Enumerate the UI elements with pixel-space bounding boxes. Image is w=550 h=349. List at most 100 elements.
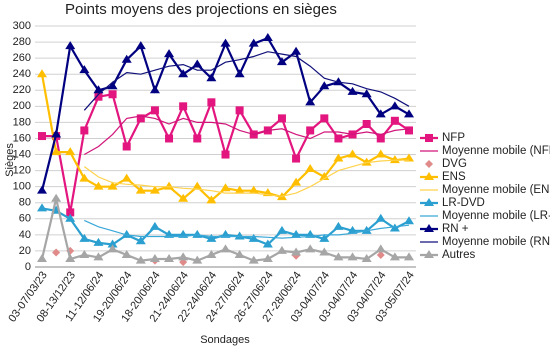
marker — [65, 147, 76, 156]
marker — [248, 255, 259, 264]
marker — [319, 172, 330, 181]
marker — [361, 253, 372, 262]
marker — [80, 126, 89, 135]
marker — [305, 97, 316, 106]
marker — [234, 231, 245, 240]
marker — [292, 154, 301, 163]
marker — [206, 73, 217, 82]
marker — [333, 252, 344, 261]
marker — [334, 134, 343, 143]
marker — [107, 244, 118, 253]
marker — [234, 69, 245, 78]
marker — [121, 249, 132, 258]
marker — [121, 54, 132, 63]
marker — [178, 69, 189, 78]
marker — [425, 134, 433, 142]
marker — [93, 252, 104, 261]
marker — [107, 239, 118, 248]
y-tick-label: 280 — [13, 36, 31, 48]
marker — [122, 142, 131, 151]
y-tick-label: 0 — [25, 261, 31, 273]
marker — [192, 181, 203, 190]
marker — [306, 126, 315, 135]
marker — [107, 181, 118, 190]
marker — [262, 239, 273, 248]
marker — [333, 153, 344, 162]
marker — [206, 233, 217, 242]
marker — [319, 233, 330, 242]
chart-title: Points moyens des projections en sièges — [65, 1, 337, 18]
y-tick-label: 20 — [19, 245, 31, 257]
y-tick-label: 260 — [13, 52, 31, 64]
marker — [404, 109, 414, 118]
marker — [424, 224, 434, 232]
marker — [424, 250, 434, 258]
marker — [207, 98, 216, 107]
marker — [37, 69, 47, 78]
marker — [262, 253, 273, 262]
marker — [65, 253, 76, 262]
marker — [164, 181, 175, 190]
legend-label: Moyenne mobile (EN5) — [442, 184, 550, 196]
marker — [108, 90, 117, 99]
marker — [375, 109, 386, 118]
marker — [150, 106, 159, 115]
marker — [333, 77, 344, 86]
marker — [51, 193, 62, 202]
legend-label: Autres — [442, 249, 475, 261]
marker — [164, 49, 175, 58]
marker — [248, 185, 259, 194]
marker — [347, 225, 358, 234]
marker — [178, 252, 189, 261]
marker — [206, 195, 217, 204]
legend-label: RN + — [442, 223, 469, 235]
y-tick-label: 140 — [13, 148, 31, 160]
marker — [276, 225, 287, 234]
series-line — [84, 115, 410, 156]
marker — [220, 229, 231, 238]
marker — [107, 81, 118, 90]
marker — [389, 101, 400, 110]
marker — [333, 221, 344, 230]
marker — [248, 233, 259, 242]
y-tick-label: 80 — [19, 197, 31, 209]
marker — [291, 229, 302, 238]
marker — [149, 185, 160, 194]
marker — [376, 134, 385, 143]
marker — [37, 185, 47, 194]
marker — [347, 86, 358, 95]
y-tick-label: 240 — [13, 68, 31, 80]
marker — [305, 163, 316, 172]
marker — [149, 253, 160, 262]
marker — [424, 172, 434, 180]
marker — [165, 134, 174, 143]
marker — [135, 236, 146, 245]
y-tick-label: 60 — [19, 213, 31, 225]
marker — [220, 183, 231, 192]
marker — [291, 177, 302, 186]
y-tick-label: 160 — [13, 132, 31, 144]
marker — [149, 85, 160, 94]
marker — [52, 248, 61, 257]
marker — [178, 193, 189, 202]
marker — [94, 92, 103, 101]
y-tick-label: 120 — [13, 165, 31, 177]
legend-label: Moyenne mobile (LR-DVD) — [442, 210, 550, 222]
marker — [135, 185, 146, 194]
marker — [65, 213, 76, 222]
marker — [220, 244, 231, 253]
series-line — [84, 219, 410, 239]
legend-label: DVG — [442, 158, 467, 170]
marker — [164, 229, 175, 238]
marker — [79, 65, 90, 74]
marker — [389, 252, 400, 261]
marker — [277, 114, 286, 123]
marker — [179, 102, 188, 111]
marker — [220, 38, 231, 47]
marker — [234, 249, 245, 258]
marker — [361, 89, 372, 98]
marker — [93, 181, 104, 190]
marker — [347, 252, 358, 261]
marker — [248, 38, 259, 47]
marker — [319, 81, 330, 90]
